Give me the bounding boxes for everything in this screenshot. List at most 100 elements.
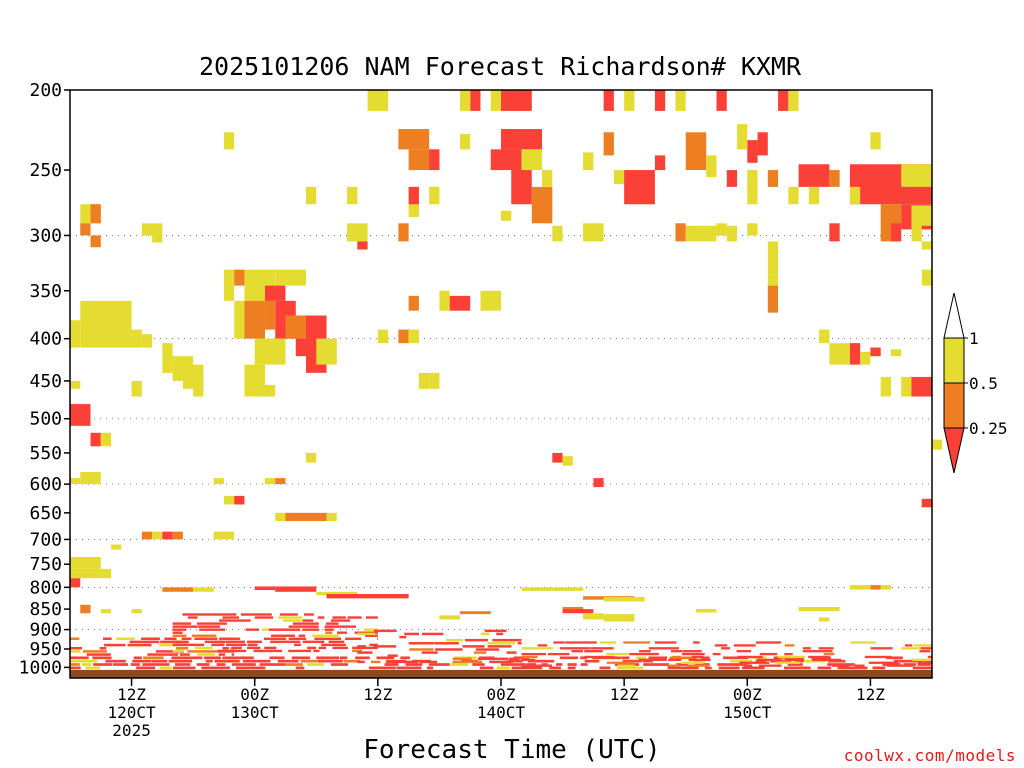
ri-cell [921, 269, 932, 286]
ri-cell [131, 380, 142, 397]
ri-band-cell [787, 663, 803, 666]
ri-band-cell [345, 637, 362, 641]
ri-band-cell [279, 613, 298, 616]
ri-cell [654, 155, 666, 171]
ri-cell [90, 432, 101, 447]
ri-band-cell [692, 659, 706, 663]
ri-cell [70, 478, 81, 485]
ri-band-cell [465, 638, 488, 642]
ri-cell [747, 170, 758, 205]
ri-band-cell [86, 653, 111, 656]
ri-band-cell [240, 613, 272, 616]
ri-band-cell [331, 619, 351, 622]
ri-band-cell [500, 663, 526, 666]
ri-band-cell [622, 659, 643, 663]
ri-band-cell [278, 616, 303, 619]
ri-cell [234, 495, 245, 505]
ri-band-cell [81, 663, 92, 666]
ri-cell [70, 556, 101, 569]
ri-cell [193, 587, 214, 592]
ri-band-cell [236, 666, 266, 670]
ri-cell [213, 531, 235, 540]
ri-cell [306, 186, 317, 205]
chart-title: 2025101206 NAM Forecast Richardson# KXMR [199, 52, 802, 81]
ri-band-cell [567, 666, 576, 670]
ri-band-cell [480, 632, 490, 636]
ri-band-cell [197, 653, 216, 656]
y-tick-label: 300 [29, 225, 62, 246]
ri-band-cell [900, 647, 921, 650]
ri-band-cell [262, 628, 269, 631]
ri-band-cell [784, 658, 805, 662]
ri-band-cell [292, 622, 319, 625]
ri-cell [449, 295, 471, 311]
ri-band-cell [70, 650, 81, 653]
ri-cell [767, 170, 779, 187]
ri-band-cell [409, 648, 434, 651]
ri-cell [501, 90, 532, 111]
y-tick-label: 600 [29, 474, 62, 495]
ri-cell [849, 585, 871, 590]
ri-band-cell [364, 628, 378, 631]
ri-band-cell [580, 663, 588, 666]
ri-cell [695, 225, 717, 242]
ri-band-cell [312, 634, 340, 637]
ri-band-cell [691, 655, 704, 659]
ri-cell [808, 186, 820, 205]
ri-band-cell [712, 652, 721, 656]
ri-band-cell [194, 637, 203, 641]
x-tick-label: 12Z [363, 685, 392, 704]
ri-band-cell [686, 664, 709, 667]
ri-cell [747, 140, 758, 163]
ri-cell [429, 149, 440, 171]
ri-band-cell [714, 644, 728, 647]
ri-cell [459, 611, 491, 615]
ri-band-cell [802, 647, 811, 650]
ri-band-cell [676, 663, 689, 666]
ri-cell [901, 164, 932, 187]
ri-band-cell [733, 644, 756, 647]
ri-band-cell [919, 650, 931, 653]
ri-band-cell [173, 666, 196, 670]
y-tick-label: 200 [29, 80, 62, 101]
ri-cell [870, 347, 881, 357]
ri-cell [141, 334, 153, 348]
ri-cell [562, 606, 584, 612]
ri-band-cell [352, 649, 363, 653]
x-axis-label: Forecast Time (UTC) [363, 735, 660, 765]
y-tick-label: 350 [29, 281, 62, 302]
ri-band-cell [507, 659, 523, 663]
y-tick-label: 900 [29, 620, 62, 641]
ri-band-cell [307, 646, 316, 650]
ri-band-cell [404, 632, 420, 636]
ri-band-cell [606, 652, 629, 656]
ri-cell [100, 432, 112, 447]
ri-band-cell [306, 663, 325, 666]
ri-band-cell [103, 637, 112, 641]
ri-cell [829, 170, 840, 187]
credit-link[interactable]: coolwx.com/models [844, 746, 1016, 765]
ri-band-cell [377, 637, 378, 641]
ri-band-cell [517, 642, 522, 645]
ri-band-cell [521, 664, 553, 667]
ri-band-cell [304, 613, 314, 616]
y-tick-label: 1000 [19, 657, 62, 678]
ri-band-cell [487, 645, 512, 648]
ri-cell [870, 132, 881, 150]
ri-band-cell [242, 659, 271, 663]
ri-band-cell [268, 628, 301, 631]
ri-cell [70, 578, 81, 588]
ri-band-cell [718, 666, 740, 670]
ri-band-cell [778, 655, 805, 659]
ri-cell [80, 604, 91, 614]
ri-band-cell [759, 652, 778, 656]
ri-band-cell [231, 663, 256, 666]
ri-band-cell [112, 663, 129, 666]
ri-cell [911, 205, 932, 226]
ri-band-cell [218, 653, 226, 656]
ri-band-cell [172, 649, 184, 653]
ri-band-cell [701, 656, 710, 660]
ri-band-cell [142, 663, 170, 666]
ri-cell [870, 585, 881, 590]
